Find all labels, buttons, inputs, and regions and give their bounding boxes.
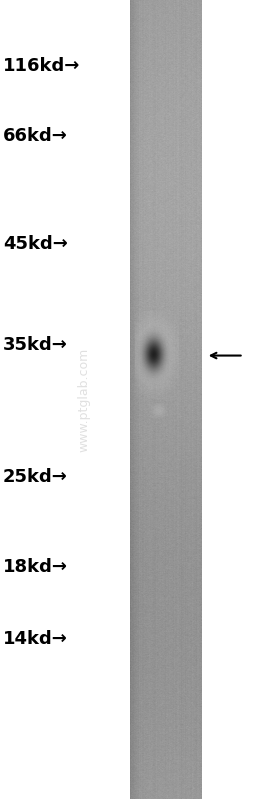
Text: 14kd→: 14kd→ [3,630,68,648]
Text: 18kd→: 18kd→ [3,559,68,576]
Text: 45kd→: 45kd→ [3,235,68,252]
Text: www.ptglab.com: www.ptglab.com [78,348,90,451]
Text: 35kd→: 35kd→ [3,336,68,354]
Text: 116kd→: 116kd→ [3,57,80,74]
Text: 66kd→: 66kd→ [3,127,68,145]
Text: 25kd→: 25kd→ [3,468,68,486]
